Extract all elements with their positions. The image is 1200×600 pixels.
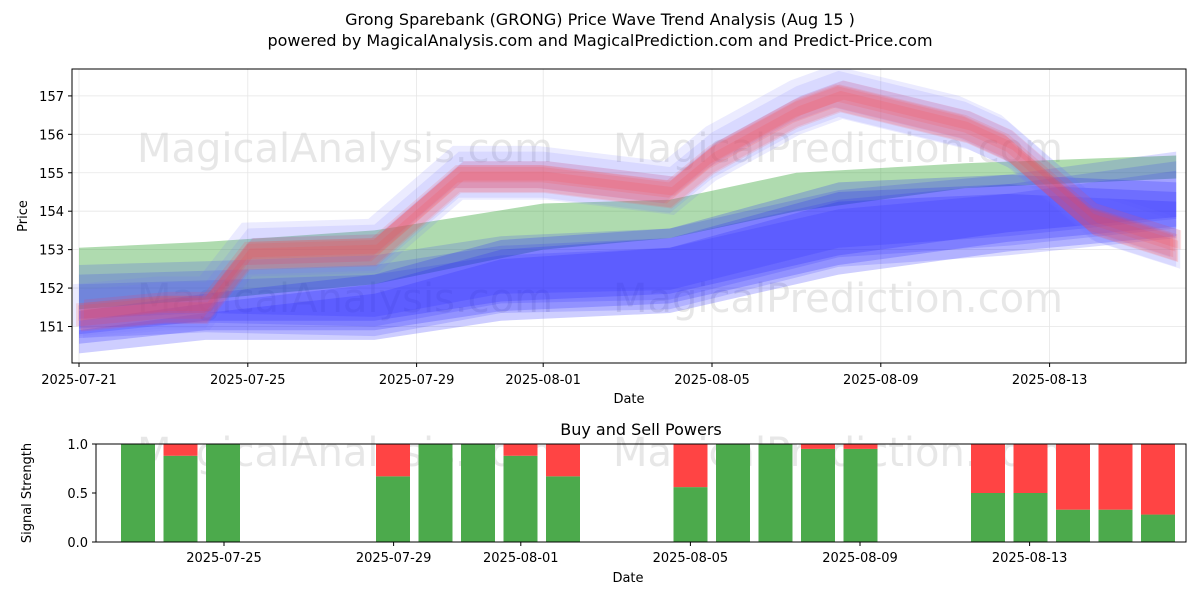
wave-ribbon-red — [80, 84, 1178, 331]
sell-bar — [546, 444, 580, 477]
buy-bar — [376, 476, 410, 542]
sell-bar — [1141, 444, 1175, 515]
x-axis-label: Date — [613, 392, 644, 407]
y-tick-label: 0.0 — [67, 536, 88, 551]
y-tick-label: 155 — [39, 167, 64, 182]
sell-bar — [1056, 444, 1090, 510]
signal-panel-title: Buy and Sell Powers — [560, 420, 722, 439]
wave-ribbon-blue — [83, 80, 1181, 338]
y-tick-label: 156 — [39, 128, 64, 143]
buy-bar — [461, 444, 495, 542]
x-tick-label: 2025-08-01 — [483, 551, 559, 566]
sell-bar — [673, 444, 708, 488]
buy-bar — [1098, 509, 1133, 542]
trend-band-blue — [79, 184, 1177, 344]
x-tick-label: 2025-08-13 — [1012, 373, 1088, 388]
trend-band-blue — [79, 193, 1177, 354]
y-tick-label: 152 — [39, 282, 64, 297]
sell-bar — [503, 444, 538, 456]
sell-bar — [843, 444, 878, 449]
buy-bar — [673, 487, 708, 542]
buy-bar — [1013, 493, 1048, 542]
sell-bar — [376, 444, 410, 477]
wave-ribbon-blue — [79, 70, 1177, 337]
buy-bar — [418, 444, 453, 542]
x-tick-label: 2025-08-05 — [653, 551, 729, 566]
x-tick-label: 2025-08-13 — [992, 551, 1068, 566]
y-tick-label: 154 — [39, 205, 64, 220]
x-tick-label: 2025-07-21 — [41, 373, 117, 388]
sell-bar — [1098, 444, 1133, 510]
wave-ribbon-blue — [73, 69, 1171, 327]
y-tick-label: 0.5 — [67, 487, 88, 502]
signal-panel: MagicalAnalysis.com MagicalPrediction.com… — [20, 420, 1187, 586]
y-tick-label: 1.0 — [67, 438, 88, 453]
x-tick-label: 2025-07-29 — [379, 373, 455, 388]
wave-ribbon-red — [76, 84, 1174, 327]
price-plot-area — [73, 69, 1182, 354]
x-tick-label: 2025-08-01 — [505, 373, 581, 388]
buy-bar — [1141, 514, 1175, 542]
y-tick-label: 151 — [39, 320, 64, 335]
trend-band-blue — [79, 151, 1177, 319]
y-tick-label: 153 — [39, 244, 64, 259]
buy-bar — [163, 455, 198, 542]
buy-bar — [716, 444, 750, 542]
buy-bar — [801, 448, 835, 542]
chart-title-line2: powered by MagicalAnalysis.com and Magic… — [267, 31, 933, 50]
x-tick-label: 2025-08-09 — [843, 373, 919, 388]
sell-bar — [163, 444, 198, 456]
buy-bar — [121, 444, 155, 542]
sell-bar — [971, 444, 1005, 493]
sell-bar — [1013, 444, 1048, 493]
sell-bar — [801, 444, 835, 449]
watermark-text: MagicalPrediction.com — [613, 276, 1063, 322]
y-axis-label: Price — [16, 200, 31, 232]
chart-title-line1: Grong Sparebank (GRONG) Price Wave Trend… — [345, 10, 855, 29]
watermark-text: MagicalPrediction.com — [613, 126, 1063, 172]
buy-bar — [971, 493, 1005, 542]
buy-bar — [546, 476, 580, 542]
buy-bar — [843, 448, 878, 542]
buy-bar — [206, 444, 240, 542]
wave-ribbon-red — [81, 90, 1179, 332]
x-tick-label: 2025-07-25 — [210, 373, 286, 388]
trend-band-blue — [79, 170, 1177, 338]
price-panel-frame — [71, 68, 1187, 364]
buy-bar — [503, 455, 538, 542]
trend-band-green — [79, 155, 1177, 310]
trend-band-blue — [79, 174, 1177, 335]
watermark-text: MagicalAnalysis.com — [137, 126, 553, 172]
buy-bar — [1056, 509, 1090, 542]
watermark-text: MagicalAnalysis.com — [137, 276, 553, 322]
y-tick-label: 157 — [39, 90, 64, 105]
price-panel: MagicalAnalysis.com MagicalPrediction.com… — [16, 68, 1187, 407]
x-tick-label: 2025-07-29 — [356, 551, 432, 566]
wave-ribbon-red — [84, 80, 1182, 319]
x-tick-label: 2025-07-25 — [186, 551, 262, 566]
x-tick-label: 2025-08-05 — [674, 373, 750, 388]
y-axis-label: Signal Strength — [20, 443, 35, 543]
buy-bar — [758, 444, 793, 542]
x-tick-label: 2025-08-09 — [822, 551, 898, 566]
trend-band-blue — [79, 161, 1177, 329]
x-axis-label: Date — [612, 571, 643, 586]
